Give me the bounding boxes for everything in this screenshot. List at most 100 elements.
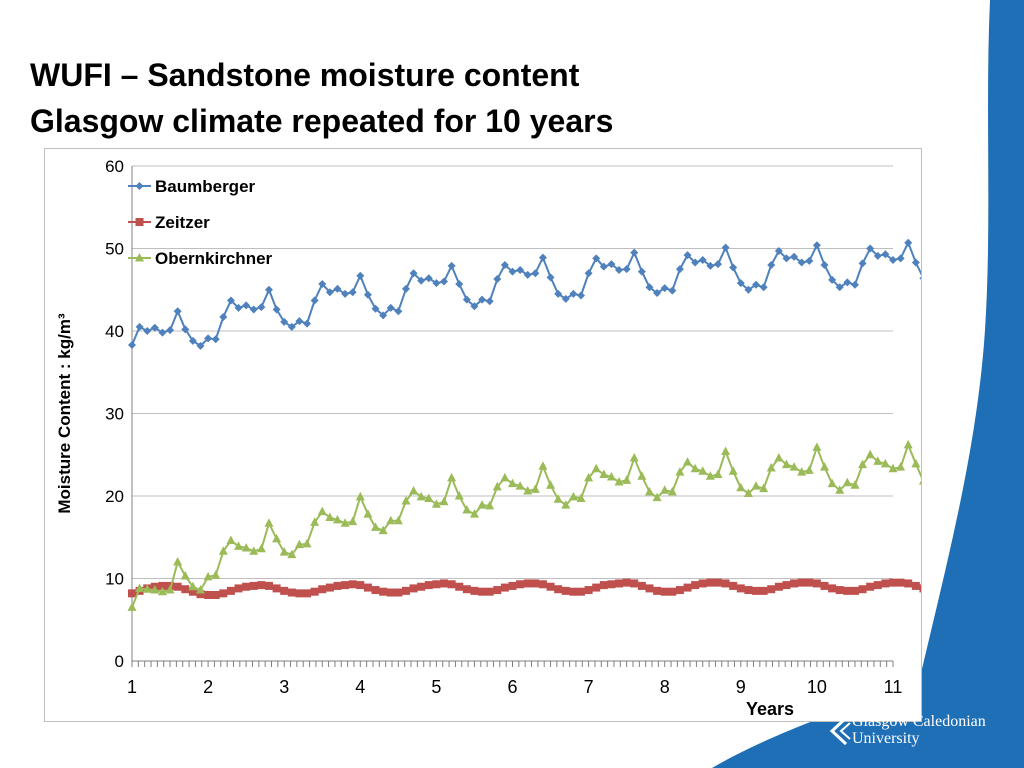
- zeitzer-point-31: [363, 583, 372, 592]
- zeitzer-point-12: [219, 589, 228, 598]
- obernkirchner-point-44: [462, 505, 472, 514]
- obernkirchner-point-18: [264, 518, 274, 527]
- baumberger-point-24: [310, 296, 319, 305]
- zeitzer-point-32: [371, 586, 380, 595]
- zeitzer-point-71: [668, 587, 677, 596]
- baumberger-point-7: [181, 325, 190, 334]
- x-tick-label-7: 7: [584, 677, 594, 697]
- zeitzer-point-102: [904, 579, 913, 588]
- zeitzer-point-49: [500, 583, 509, 592]
- x-tick-label-6: 6: [507, 677, 517, 697]
- baumberger-point-71: [668, 286, 677, 295]
- x-tick-label-1: 1: [127, 677, 137, 697]
- obernkirchner-point-86: [781, 459, 791, 469]
- obernkirchner-point-67: [637, 471, 647, 480]
- obernkirchner-point-42: [447, 472, 457, 482]
- obernkirchner-point-68: [644, 486, 654, 496]
- legend-label-zeitzer: Zeitzer: [155, 213, 210, 232]
- obernkirchner-point-41: [439, 496, 449, 506]
- y-tick-label-40: 40: [105, 322, 124, 341]
- baumberger-point-90: [812, 241, 821, 250]
- zeitzer-point-18: [264, 581, 273, 590]
- baumberger-point-22: [295, 317, 304, 326]
- zeitzer-point-86: [782, 581, 791, 590]
- obernkirchner-point-8: [188, 581, 198, 591]
- zeitzer-point-50: [508, 581, 517, 590]
- baumberger-point-33: [379, 311, 388, 320]
- baumberger-point-18: [264, 285, 273, 294]
- zeitzer-point-6: [173, 582, 182, 591]
- zeitzer-point-84: [767, 585, 776, 594]
- baumberger-point-25: [318, 279, 327, 288]
- baumberger-point-99: [881, 250, 890, 259]
- obernkirchner-point-39: [424, 493, 434, 502]
- obernkirchner-point-47: [485, 500, 495, 510]
- zeitzer-point-54: [538, 580, 547, 589]
- zeitzer-point-94: [843, 586, 852, 595]
- baumberger-point-66: [630, 248, 639, 257]
- baumberger-point-98: [873, 251, 882, 260]
- obernkirchner-point-6: [173, 557, 183, 566]
- baumberger-point-59: [576, 291, 585, 300]
- baumberger-point-32: [371, 304, 380, 313]
- obernkirchner-point-36: [401, 495, 411, 505]
- zeitzer-point-37: [409, 584, 418, 593]
- baumberger-point-82: [752, 280, 761, 289]
- zeitzer-point-14: [234, 584, 243, 593]
- zeitzer-point-42: [447, 580, 456, 589]
- baumberger-point-65: [622, 265, 631, 274]
- baumberger-point-77: [713, 260, 722, 269]
- baumberger-point-6: [173, 307, 182, 316]
- baumberger-point-3: [150, 323, 159, 332]
- baumberger-point-4: [158, 328, 167, 337]
- baumberger-point-87: [790, 252, 799, 261]
- baumberger-point-70: [660, 284, 669, 293]
- obernkirchner-point-102: [903, 439, 913, 449]
- baumberger-point-42: [447, 261, 456, 270]
- zeitzer-point-26: [325, 583, 334, 592]
- title-line-1: WUFI – Sandstone moisture content: [30, 57, 580, 93]
- baumberger-point-73: [683, 251, 692, 260]
- zeitzer-point-55: [546, 582, 555, 591]
- slide-title: WUFI – Sandstone moisture content Glasgo…: [30, 52, 613, 144]
- zeitzer-point-7: [181, 585, 190, 594]
- baumberger-point-60: [584, 269, 593, 278]
- baumberger-point-8: [188, 336, 197, 345]
- zeitzer-point-83: [759, 586, 768, 595]
- baumberger-point-67: [637, 267, 646, 276]
- obernkirchner-point-5: [165, 585, 175, 594]
- x-tick-label-8: 8: [660, 677, 670, 697]
- obernkirchner-point-78: [721, 446, 731, 455]
- baumberger-point-101: [896, 254, 905, 263]
- y-axis-title: Moisture Content : kg/m³: [55, 313, 74, 514]
- x-tick-label-4: 4: [355, 677, 365, 697]
- zeitzer-point-52: [523, 579, 532, 588]
- y-tick-label-50: 50: [105, 240, 124, 259]
- baumberger-point-52: [523, 270, 532, 279]
- legend-marker-baumberger: [135, 182, 144, 190]
- zeitzer-point-95: [850, 586, 859, 595]
- obernkirchner-point-55: [546, 480, 556, 489]
- zeitzer-point-24: [310, 587, 319, 596]
- moisture-line-chart: 0 10 20 30 40 50 60 1 2 3 4 5 6 7 8 9 10 11 Years Moisture …: [55, 157, 921, 719]
- baumberger-point-74: [691, 258, 700, 267]
- zeitzer-point-81: [744, 586, 753, 595]
- baumberger-point-102: [904, 238, 913, 247]
- zeitzer-point-11: [211, 591, 220, 599]
- obernkirchner-point-71: [667, 486, 677, 496]
- obernkirchner-point-85: [774, 453, 784, 462]
- baumberger-point-75: [698, 256, 707, 265]
- obernkirchner-point-79: [728, 466, 738, 475]
- obernkirchner-point-76: [705, 471, 715, 480]
- zeitzer-point-73: [683, 583, 692, 592]
- zeitzer-point-76: [706, 578, 715, 587]
- zeitzer-point-103: [911, 581, 920, 590]
- zeitzer-point-51: [516, 580, 525, 589]
- baumberger-point-80: [736, 279, 745, 288]
- obernkirchner-point-91: [820, 462, 830, 471]
- obernkirchner-point-0: [127, 602, 137, 611]
- zeitzer-point-69: [653, 586, 662, 595]
- legend-marker-obernkirchner: [135, 253, 144, 262]
- obernkirchner-point-75: [698, 466, 708, 475]
- obernkirchner-point-90: [812, 442, 822, 451]
